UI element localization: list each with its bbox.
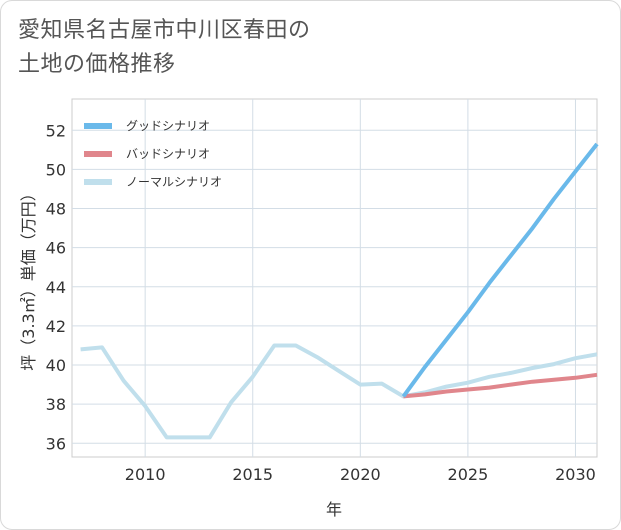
series-line-bad bbox=[403, 372, 598, 399]
y-tick-label-38: 38 bbox=[46, 395, 66, 414]
y-tick-label-52: 52 bbox=[46, 121, 66, 140]
chart-title: 愛知県名古屋市中川区春田の 土地の価格推移 bbox=[18, 14, 311, 82]
series-line-good bbox=[401, 142, 599, 398]
y-tick-label-46: 46 bbox=[46, 239, 66, 258]
y-tick-label-42: 42 bbox=[46, 317, 66, 336]
series-layer bbox=[80, 142, 599, 440]
y-tick-label-50: 50 bbox=[46, 160, 66, 179]
legend-label-normal: ノーマルシナリオ bbox=[126, 175, 222, 189]
x-tick-label-2030: 2030 bbox=[555, 465, 596, 484]
y-tick-label-40: 40 bbox=[46, 356, 66, 375]
x-tick-label-2020: 2020 bbox=[340, 465, 381, 484]
x-tick-label-2025: 2025 bbox=[448, 465, 489, 484]
legend-label-good: グッドシナリオ bbox=[126, 119, 210, 133]
x-axis-label: 年 bbox=[326, 500, 342, 519]
y-axis-label: 坪（3.3㎡）単価（万円） bbox=[19, 185, 38, 370]
plot-area bbox=[71, 98, 598, 458]
chart-title-line-2: 土地の価格推移 bbox=[18, 52, 176, 77]
chart-title-line-1: 愛知県名古屋市中川区春田の bbox=[18, 18, 311, 43]
legend-label-bad: バッドシナリオ bbox=[126, 147, 210, 161]
y-tick-label-48: 48 bbox=[46, 200, 66, 219]
x-tick-label-2015: 2015 bbox=[232, 465, 273, 484]
y-tick-label-44: 44 bbox=[46, 278, 66, 297]
axis-ticks: 2010 2015 2020 2025 2030 36 38 40 42 44 46 48 50 52 bbox=[46, 121, 596, 484]
series-line-normal bbox=[80, 343, 598, 440]
x-tick-label-2010: 2010 bbox=[125, 465, 166, 484]
grid-lines bbox=[72, 99, 597, 457]
y-tick-label-36: 36 bbox=[46, 434, 66, 453]
